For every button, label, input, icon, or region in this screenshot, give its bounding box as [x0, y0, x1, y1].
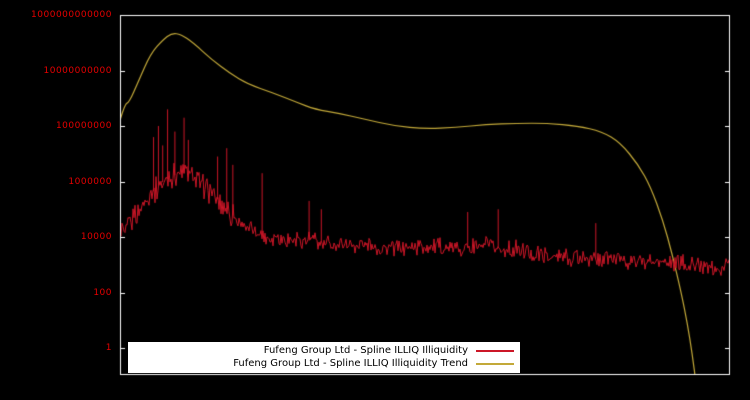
legend-row-illiquidity: Fufeng Group Ltd - Spline ILLIQ Illiquid… [134, 344, 514, 357]
chart-legend: Fufeng Group Ltd - Spline ILLIQ Illiquid… [128, 342, 520, 373]
legend-row-trend: Fufeng Group Ltd - Spline ILLIQ Illiquid… [134, 357, 514, 370]
legend-line-sample-illiquidity [476, 349, 514, 352]
y-tick-label: 10000 [80, 232, 112, 242]
y-tick-label: 100000000 [55, 121, 112, 131]
legend-label-trend: Fufeng Group Ltd - Spline ILLIQ Illiquid… [233, 358, 468, 369]
legend-line-sample-trend [476, 362, 514, 365]
y-tick-label: 1 [105, 343, 112, 353]
y-tick-label: 10000000000 [43, 65, 112, 76]
y-tick-label: 100 [93, 287, 112, 298]
y-tick-label: 1000000000000 [31, 10, 112, 20]
legend-label-illiquidity: Fufeng Group Ltd - Spline ILLIQ Illiquid… [263, 345, 468, 356]
y-tick-label: 1000000 [68, 176, 112, 187]
